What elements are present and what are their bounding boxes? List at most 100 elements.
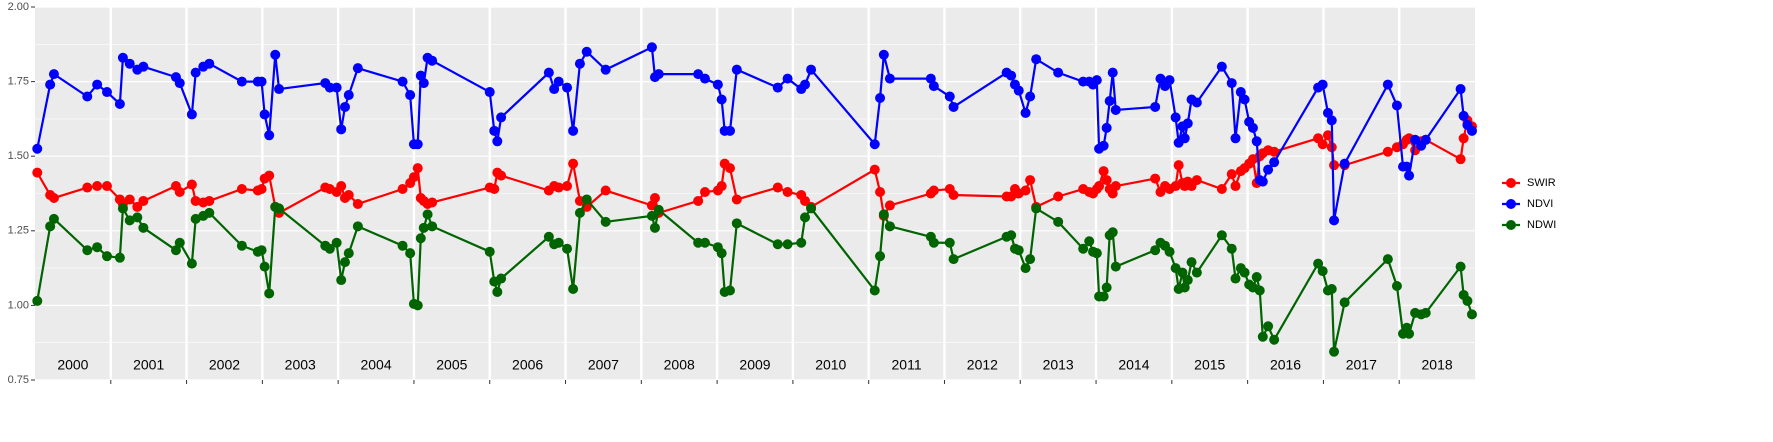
- point: [170, 245, 181, 256]
- point: [324, 243, 335, 254]
- point: [1020, 107, 1031, 118]
- point: [1031, 54, 1042, 65]
- point: [1098, 291, 1109, 302]
- point: [1230, 273, 1241, 284]
- point: [646, 42, 657, 53]
- point: [948, 101, 959, 112]
- point: [600, 185, 611, 196]
- y-tick-label: 1.25: [8, 225, 29, 237]
- point: [132, 212, 143, 223]
- point: [264, 288, 275, 299]
- point: [1339, 158, 1350, 169]
- point: [1322, 130, 1333, 141]
- point: [1101, 122, 1112, 133]
- legend-marker: [1506, 178, 1516, 188]
- point: [884, 73, 895, 84]
- point: [1401, 161, 1412, 172]
- point: [869, 285, 880, 296]
- point: [418, 222, 429, 233]
- point: [1104, 95, 1115, 106]
- y-tick-label: 0.75: [8, 374, 29, 386]
- point: [343, 189, 354, 200]
- point: [1098, 166, 1109, 177]
- point: [699, 73, 710, 84]
- year-label: 2005: [436, 357, 467, 373]
- point: [1458, 110, 1469, 121]
- point: [1078, 243, 1089, 254]
- point: [422, 209, 433, 220]
- point: [117, 52, 128, 63]
- point: [274, 84, 285, 95]
- point: [1182, 275, 1193, 286]
- point: [716, 94, 727, 105]
- point: [1263, 164, 1274, 175]
- point: [1257, 331, 1268, 342]
- year-label: 2004: [360, 357, 391, 373]
- point: [405, 248, 416, 259]
- point: [204, 195, 215, 206]
- point: [600, 64, 611, 75]
- point: [543, 231, 554, 242]
- point: [186, 179, 197, 190]
- point: [114, 98, 125, 109]
- point: [1107, 227, 1118, 238]
- point: [427, 221, 438, 232]
- point: [1191, 97, 1202, 108]
- point: [1269, 146, 1280, 157]
- point: [264, 130, 275, 141]
- point: [427, 197, 438, 208]
- point: [492, 286, 503, 297]
- point: [336, 275, 347, 286]
- year-label: 2001: [133, 357, 164, 373]
- point: [427, 55, 438, 66]
- point: [1150, 245, 1161, 256]
- point: [102, 181, 112, 192]
- year-label: 2014: [1118, 357, 1149, 373]
- point: [574, 207, 585, 218]
- year-label: 2009: [739, 357, 770, 373]
- point: [1110, 261, 1121, 272]
- point: [1107, 67, 1118, 78]
- point: [124, 58, 135, 69]
- point: [343, 90, 354, 101]
- year-label: 2007: [588, 357, 619, 373]
- point: [1020, 185, 1031, 196]
- point: [1216, 230, 1227, 241]
- point: [352, 63, 363, 74]
- point: [1179, 133, 1190, 144]
- point: [574, 58, 585, 69]
- point: [331, 237, 342, 248]
- point: [174, 187, 185, 198]
- point: [1053, 191, 1064, 202]
- year-label: 2002: [209, 357, 240, 373]
- point: [948, 254, 959, 265]
- point: [484, 87, 495, 98]
- point: [397, 240, 408, 251]
- point: [1339, 297, 1350, 308]
- point: [32, 167, 43, 178]
- point: [581, 194, 592, 205]
- point: [339, 101, 350, 112]
- point: [568, 125, 579, 136]
- point: [1013, 245, 1024, 256]
- legend-marker: [1506, 199, 1516, 209]
- point: [1239, 267, 1250, 278]
- point: [653, 69, 664, 80]
- point: [716, 181, 727, 192]
- point: [543, 67, 554, 78]
- point: [1466, 125, 1477, 136]
- point: [259, 261, 270, 272]
- point: [724, 163, 735, 174]
- point: [549, 84, 560, 95]
- point: [800, 79, 811, 90]
- point: [724, 285, 735, 296]
- point: [1216, 184, 1227, 195]
- point: [772, 182, 783, 193]
- point: [1031, 203, 1042, 214]
- y-tick-label: 1.00: [8, 299, 29, 311]
- point: [875, 93, 886, 104]
- point: [1391, 281, 1402, 292]
- point: [699, 187, 710, 198]
- point: [1226, 78, 1237, 89]
